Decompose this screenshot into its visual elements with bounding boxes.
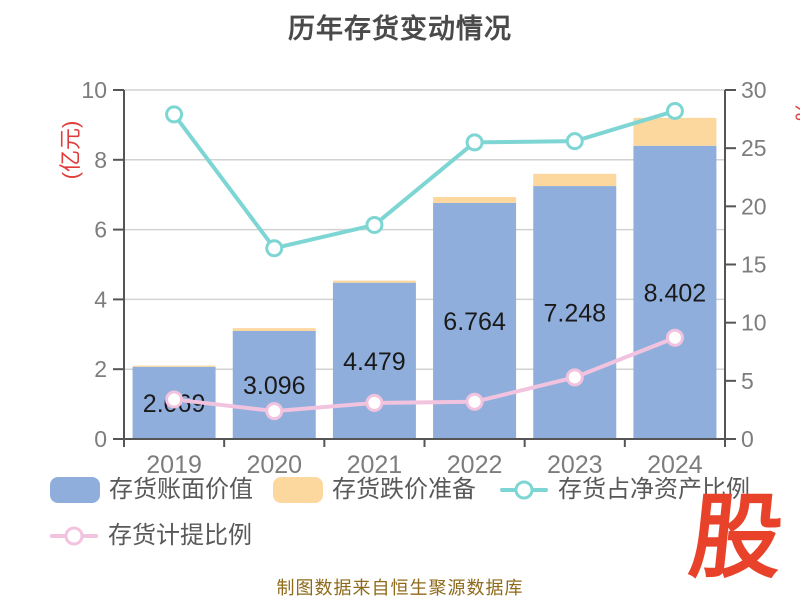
- y-tick-label-right: 30: [741, 77, 767, 103]
- line-marker[interactable]: [665, 328, 684, 347]
- bar-depreciation-cap[interactable]: [132, 365, 216, 367]
- bar-depreciation-cap[interactable]: [633, 117, 717, 146]
- line-marker[interactable]: [365, 393, 384, 412]
- y-tick-label-left: 10: [81, 77, 107, 103]
- line-marker[interactable]: [365, 215, 384, 234]
- bar-value-label: 8.402: [644, 279, 707, 307]
- brand-logo: 股: [684, 487, 788, 589]
- legend-item-inventory-depreciation[interactable]: 存货跌价准备: [273, 477, 476, 503]
- bar-book-value[interactable]: [633, 145, 717, 439]
- orange-bar-swatch-icon: [273, 477, 323, 503]
- y-tick-label-right: 25: [741, 135, 767, 161]
- bar-depreciation-cap[interactable]: [433, 197, 517, 203]
- line-marker[interactable]: [165, 390, 184, 409]
- x-tick-label: 2023: [547, 451, 603, 479]
- bar-value-label: 7.248: [543, 300, 606, 328]
- legend-item-inventory-book-value[interactable]: 存货账面价值: [50, 477, 253, 503]
- y-tick-label-left: 8: [94, 147, 107, 173]
- bar-book-value[interactable]: [332, 282, 416, 439]
- x-tick-label: 2024: [647, 451, 703, 479]
- x-tick-label: 2021: [347, 451, 403, 479]
- y-tick-label-right: 10: [741, 310, 767, 336]
- teal-line-marker-icon: [500, 480, 548, 500]
- bar-depreciation-cap[interactable]: [332, 280, 416, 283]
- legend-label: 存货计提比例: [108, 522, 252, 549]
- bar-value-label: 6.764: [443, 308, 506, 336]
- legend-label: 存货账面价值: [109, 476, 253, 503]
- line-dot-icon: [64, 526, 84, 546]
- data-source-credit: 制图数据来自恒生聚源数据库: [276, 578, 524, 598]
- x-tick-label: 2022: [447, 451, 503, 479]
- line-marker[interactable]: [265, 402, 284, 421]
- y-tick-label-left: 6: [94, 217, 107, 243]
- ratio-line-provision[interactable]: [172, 335, 677, 414]
- y-tick-label-left: 2: [94, 356, 107, 382]
- line-marker[interactable]: [465, 133, 484, 152]
- x-tick-label: 2019: [146, 451, 202, 479]
- y-tick-label-right: 15: [741, 252, 767, 278]
- legend-item-inventory-provision-ratio[interactable]: 存货计提比例: [50, 523, 252, 549]
- bar-depreciation-cap[interactable]: [232, 328, 316, 331]
- legend-label: 存货跌价准备: [332, 476, 476, 503]
- bar-value-label: 4.479: [343, 348, 406, 376]
- y-tick-label-right: 5: [741, 368, 754, 394]
- legend-item-inventory-to-net-assets-ratio[interactable]: 存货占净资产比例: [500, 477, 750, 503]
- y-tick-label-left: 4: [94, 286, 107, 312]
- bar-book-value[interactable]: [232, 330, 316, 439]
- chart-title: 历年存货变动情况: [288, 14, 512, 44]
- y-tick-label-right: 20: [741, 193, 767, 219]
- line-marker[interactable]: [665, 101, 684, 120]
- x-tick-label: 2020: [246, 451, 302, 479]
- line-marker[interactable]: [465, 392, 484, 411]
- blue-bar-swatch-icon: [50, 477, 100, 503]
- legend-label: 存货占净资产比例: [558, 476, 750, 503]
- bar-depreciation-cap[interactable]: [533, 173, 617, 187]
- line-marker[interactable]: [565, 368, 584, 387]
- line-marker[interactable]: [565, 132, 584, 151]
- bar-value-label: 3.096: [243, 372, 306, 400]
- line-dot-icon: [514, 480, 534, 500]
- y-tick-label-left: 0: [94, 426, 107, 452]
- line-marker[interactable]: [265, 239, 284, 258]
- ratio-line-net-assets[interactable]: [172, 108, 677, 251]
- pink-line-marker-icon: [50, 526, 98, 546]
- line-marker[interactable]: [165, 105, 184, 124]
- y-tick-label-right: 0: [741, 426, 754, 452]
- bar-book-value[interactable]: [533, 186, 617, 439]
